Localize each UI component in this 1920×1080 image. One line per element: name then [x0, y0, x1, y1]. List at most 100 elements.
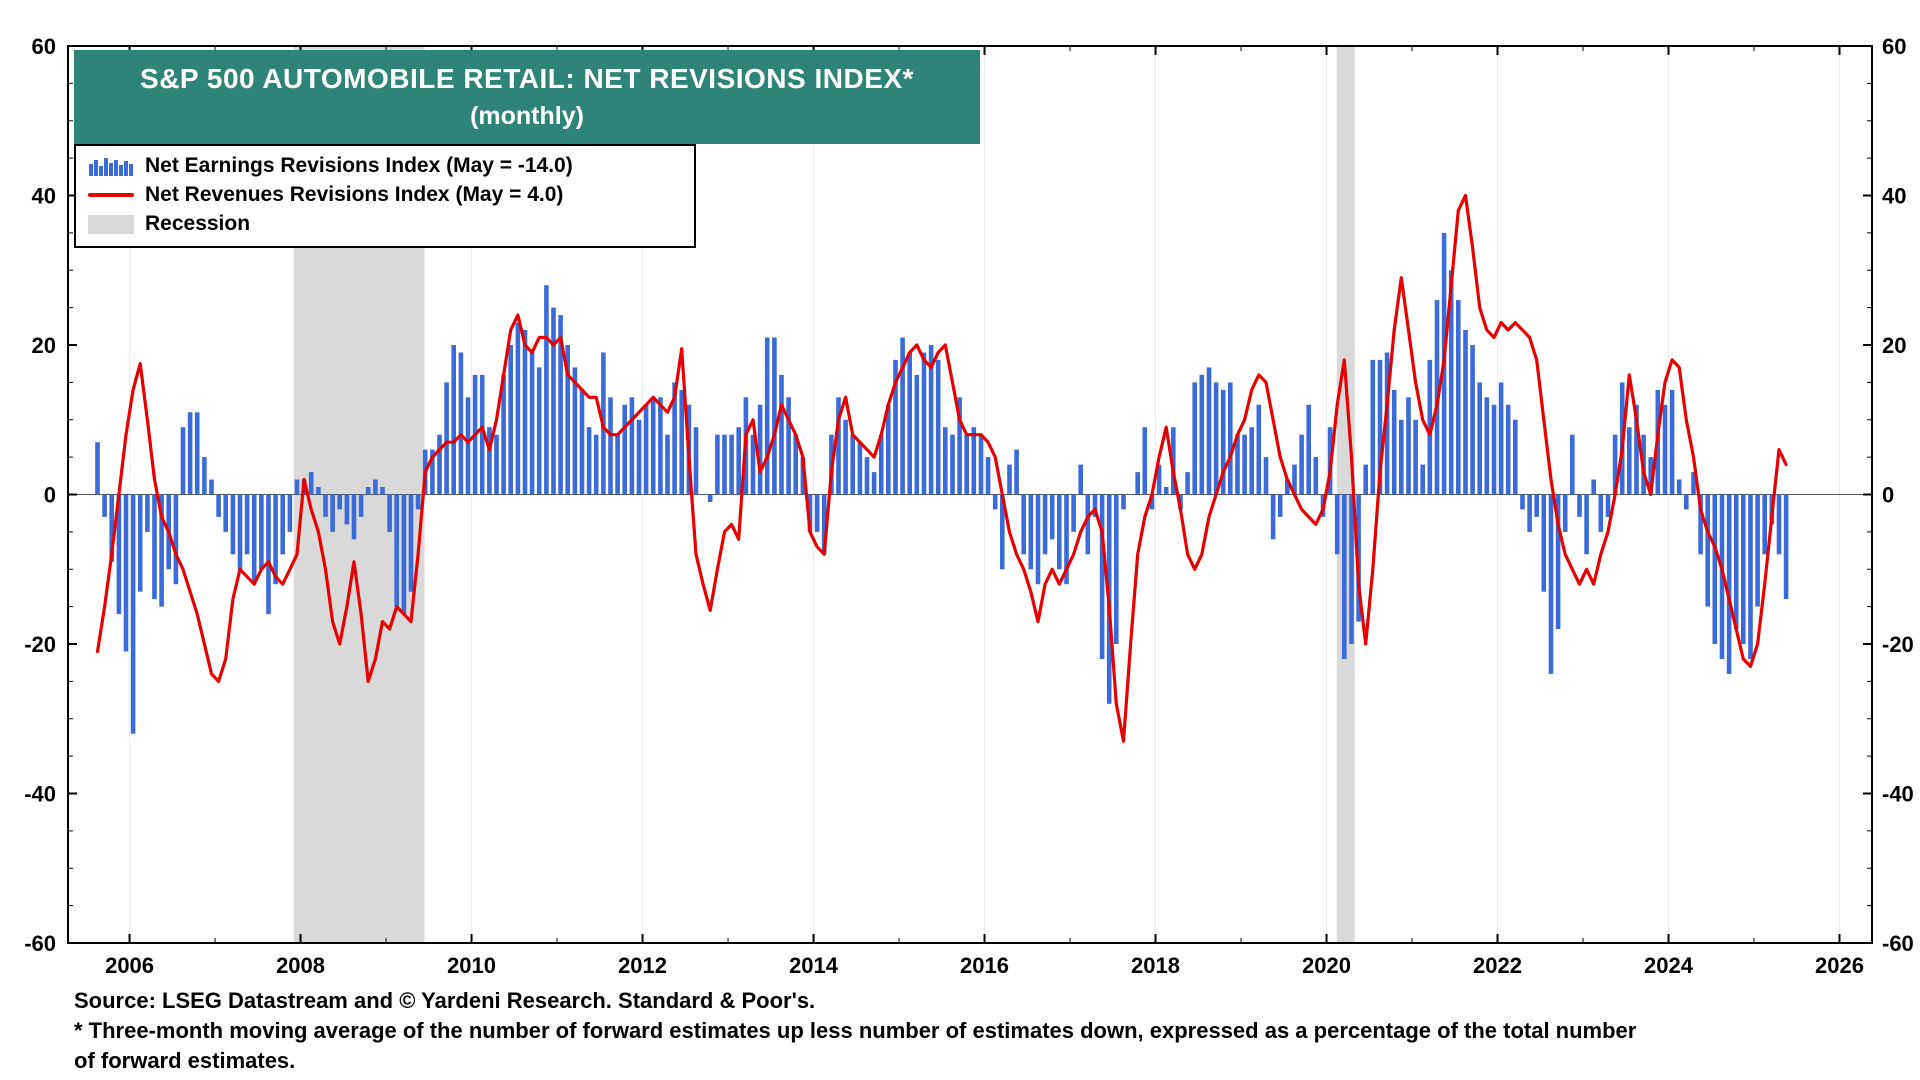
earnings-bar [323, 494, 328, 517]
earnings-bar [501, 374, 506, 495]
earnings-bar [665, 434, 670, 495]
earnings-bar [259, 494, 264, 570]
earnings-bar [786, 397, 791, 495]
earnings-bar [793, 434, 798, 495]
earnings-bar [1171, 427, 1176, 495]
y-tick-label-right: 60 [1882, 34, 1906, 59]
earnings-bar [672, 382, 677, 495]
earnings-bar [1313, 457, 1319, 495]
earnings-bar [536, 367, 542, 495]
earnings-bar [1541, 494, 1547, 592]
revenues-line-series [95, 193, 1788, 743]
earnings-bar [1092, 494, 1098, 517]
earnings-bar [494, 434, 499, 495]
earnings-bar [1676, 479, 1682, 495]
earnings-bar [529, 352, 535, 495]
earnings-bar [586, 427, 592, 495]
earnings-bar [544, 285, 549, 495]
earnings-bar [1363, 464, 1368, 495]
earnings-bar [380, 487, 385, 495]
x-tick-label: 2020 [1302, 953, 1351, 978]
earnings-bar [1213, 382, 1219, 495]
earnings-bar [1548, 494, 1554, 674]
earnings-bar [1505, 404, 1511, 495]
earnings-bar [430, 449, 435, 495]
earnings-bar [130, 494, 136, 734]
earnings-bar [921, 352, 927, 495]
earnings-bar [1285, 479, 1290, 495]
x-tick-label: 2006 [105, 953, 154, 978]
earnings-bar [316, 487, 321, 495]
y-tick-label-right: 40 [1882, 184, 1906, 209]
earnings-bar [1128, 494, 1133, 496]
earnings-bar [1249, 427, 1254, 495]
y-tick-label-left: 60 [32, 34, 56, 59]
y-tick-label-left: 0 [44, 483, 56, 508]
earnings-bar [1228, 382, 1233, 495]
legend-revenues-label: Net Revenues Revisions Index (May = 4.0) [145, 183, 564, 206]
earnings-bar [116, 494, 122, 615]
x-tick-label: 2010 [447, 953, 496, 978]
earnings-bar [964, 434, 969, 495]
earnings-bar [1220, 389, 1226, 495]
earnings-bar [978, 434, 984, 495]
earnings-bar [95, 442, 100, 495]
earnings-bar [123, 494, 129, 652]
earnings-bar [1370, 359, 1376, 495]
earnings-bar [871, 472, 877, 495]
earnings-bar [1000, 494, 1005, 570]
legend-row-revenues: Net Revenues Revisions Index (May = 4.0) [88, 183, 682, 207]
y-tick-label-right: -40 [1882, 782, 1914, 807]
earnings-bar [1049, 494, 1055, 540]
earnings-bar [251, 494, 257, 585]
earnings-bar [173, 494, 179, 585]
earnings-bar [579, 389, 585, 495]
chart-title: S&P 500 AUTOMOBILE RETAIL: NET REVISIONS… [140, 63, 914, 94]
earnings-bar [722, 434, 727, 495]
earnings-bar [1456, 300, 1461, 495]
earnings-bar [159, 494, 164, 607]
footnote-line-1: * Three-month moving average of the numb… [74, 1018, 1637, 1043]
line-swatch-icon [88, 193, 134, 197]
earnings-bar [387, 494, 392, 532]
earnings-bar [1292, 464, 1297, 495]
bars-swatch-icon [89, 158, 133, 176]
earnings-bar [451, 345, 456, 495]
earnings-bar [1306, 404, 1311, 495]
earnings-bar [1783, 494, 1789, 600]
x-tick-label: 2008 [276, 953, 325, 978]
earnings-bar [1484, 397, 1490, 495]
earnings-bar [408, 494, 414, 592]
earnings-bar [344, 494, 350, 525]
earnings-bar [1669, 389, 1675, 495]
earnings-bar [1698, 494, 1703, 555]
earnings-bar [308, 472, 314, 495]
earnings-bar [608, 397, 613, 495]
earnings-bar [985, 457, 991, 495]
earnings-bar [1206, 367, 1212, 495]
earnings-bar [1413, 419, 1418, 495]
earnings-bar [401, 494, 407, 615]
earnings-bar [1035, 494, 1041, 585]
earnings-bar [202, 457, 207, 495]
earnings-bar [821, 494, 827, 555]
earnings-bar [102, 494, 107, 517]
earnings-bar [814, 494, 820, 532]
earnings-bar [1135, 472, 1140, 495]
earnings-bar [294, 479, 300, 495]
legend: Net Earnings Revisions Index (May = -14.… [74, 144, 696, 248]
y-tick-label-right: -60 [1882, 931, 1914, 956]
earnings-bar [971, 427, 977, 495]
earnings-bar [109, 494, 114, 562]
earnings-bar [515, 322, 521, 495]
earnings-bar [622, 404, 627, 495]
earnings-bar [1342, 494, 1347, 659]
earnings-bar [1705, 494, 1710, 607]
earnings-bar [287, 494, 293, 532]
earnings-bar [1235, 434, 1240, 495]
recession-swatch-icon [88, 214, 134, 234]
earnings-bar [1513, 419, 1518, 495]
earnings-bar [1199, 374, 1205, 495]
earnings-bar [1149, 494, 1155, 510]
earnings-bar [216, 494, 221, 517]
